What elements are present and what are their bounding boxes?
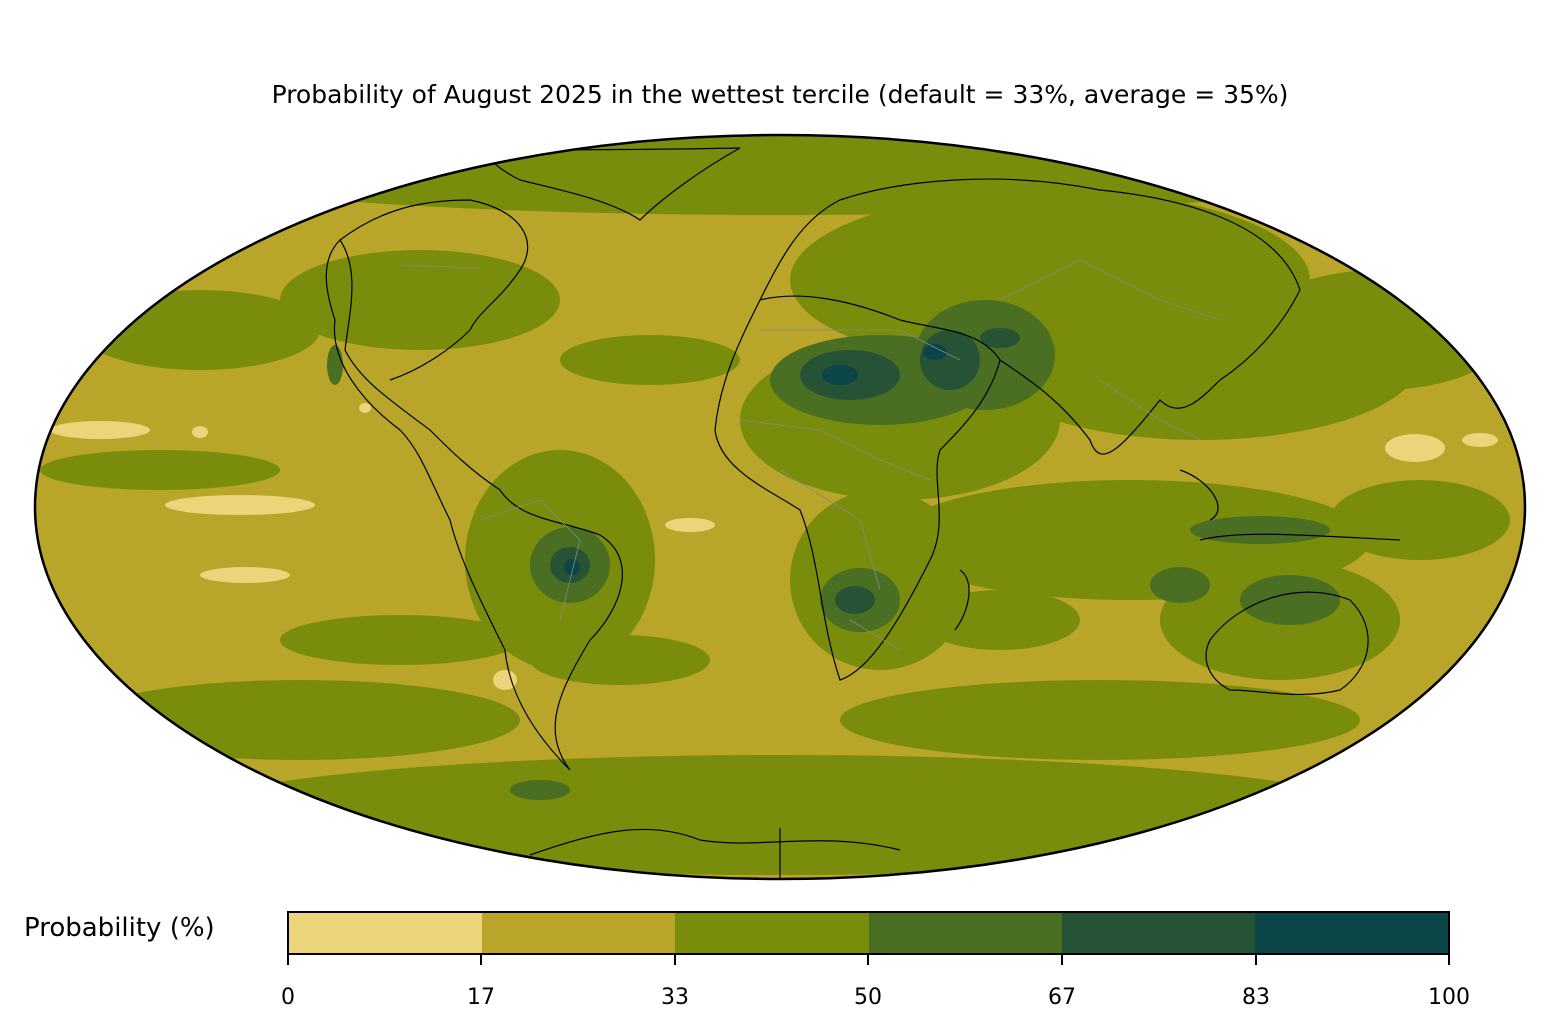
colorbar-tick	[1448, 955, 1450, 965]
colorbar-tick-label: 100	[1428, 985, 1470, 1010]
colorbar-tick-label: 17	[467, 985, 495, 1010]
colorbar-tick-label: 83	[1242, 985, 1270, 1010]
colorbar-segment-17-33	[482, 913, 676, 953]
colorbar-segment-67-83	[1061, 913, 1255, 953]
colorbar-tick	[1255, 955, 1257, 965]
colorbar-segment-83-100	[1254, 913, 1449, 953]
colorbar-tick-label: 0	[281, 985, 295, 1010]
colorbar-tick	[287, 955, 289, 965]
colorbar-segment-50-67	[868, 913, 1062, 953]
colorbar-tick	[480, 955, 482, 965]
country-borders	[399, 259, 1221, 651]
colorbar-tick-label: 50	[854, 985, 882, 1010]
colorbar-segment-33-50	[675, 913, 869, 953]
colorbar	[287, 911, 1450, 955]
colorbar-tick	[867, 955, 869, 965]
probability-0-17-regions	[50, 403, 1498, 690]
map-title: Probability of August 2025 in the wettes…	[271, 80, 1289, 109]
colorbar-tick-label: 67	[1048, 985, 1076, 1010]
colorbar-tick-label: 33	[661, 985, 689, 1010]
probability-83-100-regions	[564, 344, 947, 575]
colorbar-label: Probability (%)	[24, 913, 215, 943]
colorbar-tick	[1061, 955, 1063, 965]
colorbar-segment-0-17	[289, 913, 483, 953]
coastlines	[325, 147, 1401, 856]
colorbar-tick	[674, 955, 676, 965]
